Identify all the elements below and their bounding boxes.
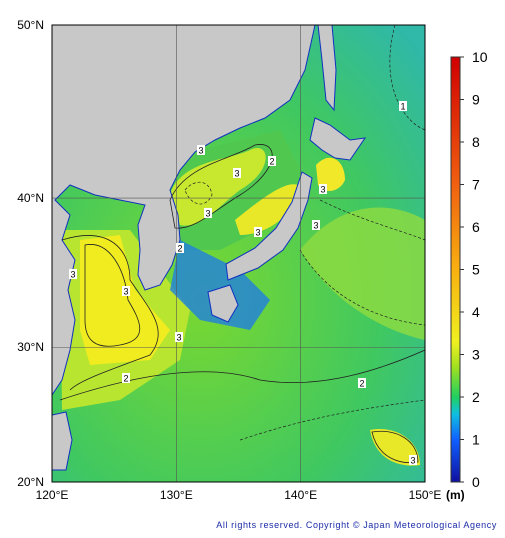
lon-label: 120°E (36, 488, 69, 502)
contour-label-box (268, 156, 276, 166)
contour-label-box (319, 184, 327, 194)
high-wave-zone (170, 148, 266, 226)
contour-line (59, 349, 425, 401)
high-wave-zone (316, 157, 345, 192)
colorbar-label: 4 (472, 304, 480, 320)
colorbar-label: 1 (472, 432, 480, 448)
contour-line (319, 199, 425, 241)
contour-label-box (204, 208, 212, 218)
colorbar-label: 8 (472, 134, 480, 150)
contour-label: 3 (205, 209, 210, 219)
contour-label: 3 (313, 221, 318, 231)
lat-label: 40°N (17, 191, 44, 205)
contour-label-box (233, 168, 241, 178)
unit-label: (m) (446, 488, 465, 502)
contour-label-box (197, 145, 205, 155)
lon-label: 130°E (160, 488, 193, 502)
colorbar-label: 7 (472, 177, 480, 193)
graticule (52, 25, 425, 482)
contour-line (239, 399, 425, 441)
contour-label-box (312, 220, 320, 230)
land (225, 171, 313, 281)
contour-label: 2 (359, 379, 364, 389)
colorbar-label: 10 (472, 49, 488, 65)
contour-label-box (175, 332, 183, 342)
lat-label: 30°N (17, 340, 44, 354)
contour-label: 2 (269, 157, 274, 167)
colorbar-label: 9 (472, 92, 480, 108)
contour-label: 3 (410, 456, 415, 466)
map-frame (51, 24, 426, 483)
contour-label-box (399, 101, 407, 111)
contour-label-box (254, 227, 262, 237)
contour-line (299, 249, 425, 326)
lon-label: 140°E (284, 488, 317, 502)
lat-label: 20°N (17, 475, 44, 489)
contour-label-box (409, 455, 417, 465)
contour-line (61, 235, 159, 391)
copyright: All rights reserved. Copyright © Japan M… (216, 520, 497, 530)
contour-line (389, 25, 425, 131)
low-wave-zone (170, 240, 270, 330)
high-wave-zone (235, 184, 299, 235)
land (52, 25, 316, 396)
land (317, 25, 337, 112)
contour-label: 3 (255, 228, 260, 238)
contour-labels: 3 3 2 3 3 2 3 3 3 2 2 3 3 3 1 (69, 101, 417, 466)
land (309, 117, 367, 161)
contour-label-box (69, 269, 77, 279)
land (52, 411, 73, 471)
lat-label: 50°N (17, 18, 44, 32)
colorbar-label: 6 (472, 219, 480, 235)
contour-line (184, 182, 213, 205)
land (207, 284, 239, 323)
colorbar (450, 56, 461, 483)
contour-label: 1 (400, 102, 405, 112)
contour-label: 2 (177, 244, 182, 254)
contour-label: 3 (320, 185, 325, 195)
contour-line (84, 244, 141, 347)
colorbar-label: 2 (472, 389, 480, 405)
contour-label: 3 (70, 270, 75, 280)
contour-line (371, 430, 419, 464)
contour-label: 2 (123, 374, 128, 384)
contour-label-box (122, 286, 130, 296)
colorbar-label: 3 (472, 347, 480, 363)
contour-label: 3 (176, 333, 181, 343)
contour-label: 3 (234, 169, 239, 179)
contour-label-box (122, 373, 130, 383)
contour-label-box (176, 243, 184, 253)
contour-label: 3 (198, 146, 203, 156)
high-wave-zone (370, 429, 420, 466)
contour-label-box (358, 378, 366, 388)
map-area: 3 3 2 3 3 2 3 3 3 2 2 3 3 3 1 (52, 25, 425, 482)
contour-label: 3 (123, 287, 128, 297)
colorbar-label: 5 (472, 262, 480, 278)
sea-zone (300, 207, 425, 340)
colorbar-label: 0 (472, 474, 480, 490)
high-wave-zone (80, 235, 170, 365)
lon-label: 150°E (409, 488, 442, 502)
